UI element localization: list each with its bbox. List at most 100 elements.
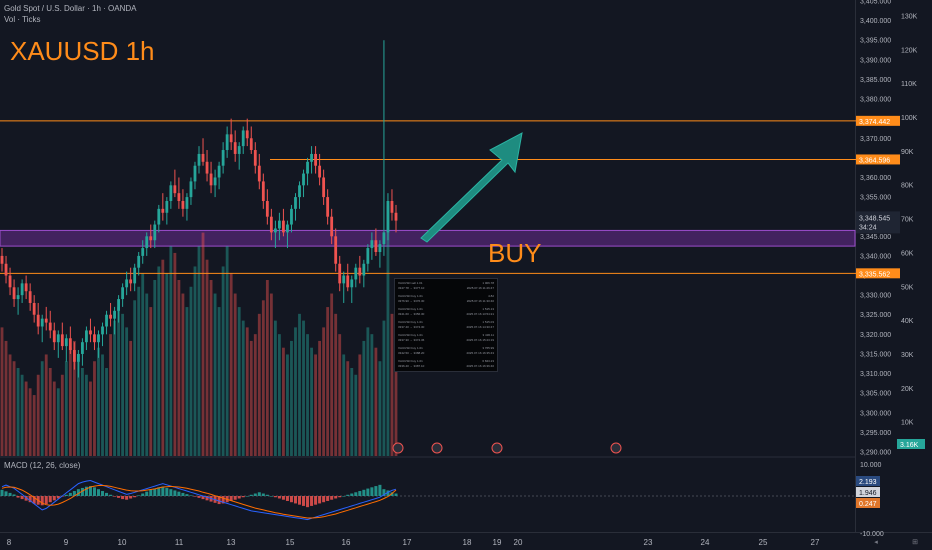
trade-time: 2025.07.16 14:30:47 bbox=[466, 325, 494, 329]
candle-body bbox=[286, 224, 289, 233]
time-axis-tick: 11 bbox=[175, 538, 184, 547]
macd-histogram-bar bbox=[229, 496, 233, 501]
signal-value-label: 1.946 bbox=[859, 490, 877, 497]
volume-bar bbox=[213, 293, 217, 456]
macd-histogram-bar bbox=[189, 495, 193, 496]
trade-row: XAUUSD buy 1.01 4.82 3376.90 → 3376.30 2025… bbox=[398, 294, 494, 305]
macd-histogram-bar bbox=[88, 486, 92, 496]
macd-histogram-bar bbox=[318, 496, 322, 504]
trade-text: XAUUSD buy 1.01 bbox=[398, 359, 423, 363]
candle-body bbox=[265, 201, 269, 217]
volume-bar bbox=[24, 381, 28, 456]
volume-bar bbox=[354, 374, 358, 456]
volume-bar bbox=[245, 327, 249, 456]
macd-histogram-bar bbox=[8, 492, 12, 496]
volume-bar bbox=[201, 232, 205, 456]
candle-body bbox=[326, 197, 330, 217]
volume-bar bbox=[229, 273, 233, 456]
volume-bar bbox=[346, 361, 350, 456]
macd-histogram-bar bbox=[121, 496, 125, 500]
volume-bar bbox=[125, 327, 129, 456]
price-axis-tick: 3,380.000 bbox=[860, 97, 891, 104]
volume-indicator-label[interactable]: Vol · Ticks bbox=[4, 15, 41, 24]
volume-bar bbox=[145, 293, 149, 456]
volume-bar bbox=[165, 273, 169, 456]
macd-histogram-bar bbox=[169, 489, 173, 496]
time-axis-tick: 16 bbox=[342, 538, 351, 547]
macd-histogram-bar bbox=[293, 496, 297, 504]
volume-bar bbox=[169, 246, 173, 456]
trade-text: 3341.60 → 3356.30 bbox=[398, 312, 425, 316]
candle-body bbox=[197, 153, 201, 166]
candle-body bbox=[121, 287, 125, 300]
trade-row: XAUUSD buy 1.01 1 515.13 3341.60 → 3356.30… bbox=[398, 307, 494, 318]
volume-bar bbox=[81, 368, 84, 456]
candle-body bbox=[177, 193, 181, 202]
reset-scale-icon[interactable]: ⊞ bbox=[912, 539, 918, 546]
macd-histogram-bar bbox=[80, 487, 84, 496]
candle-body bbox=[350, 279, 354, 288]
candle-body bbox=[32, 302, 36, 315]
candle-body bbox=[386, 201, 390, 233]
volume-bar bbox=[157, 266, 161, 456]
macd-histogram-bar bbox=[201, 496, 205, 500]
current-volume-badge bbox=[897, 439, 925, 449]
macd-histogram-bar bbox=[289, 496, 293, 503]
macd-histogram-bar bbox=[56, 496, 60, 499]
time-axis-tick: 27 bbox=[811, 538, 820, 547]
macd-axis-tick: -10.000 bbox=[860, 531, 884, 538]
candle-body bbox=[249, 138, 253, 151]
trade-profit: 1 006.78 bbox=[482, 281, 494, 285]
macd-histogram-bar bbox=[157, 487, 161, 496]
candle-body bbox=[68, 338, 72, 351]
candle-body bbox=[20, 283, 24, 296]
macd-indicator-label[interactable]: MACD (12, 26, close) bbox=[4, 461, 81, 470]
price-axis-tick: 3,305.000 bbox=[860, 391, 891, 398]
macd-histogram-bar bbox=[113, 496, 117, 497]
volume-bar bbox=[149, 307, 153, 456]
volume-bar bbox=[350, 368, 354, 456]
macd-histogram-bar bbox=[322, 496, 326, 503]
trade-text: XAUUSD buy 1.01 bbox=[398, 346, 423, 350]
volume-bar bbox=[366, 327, 370, 456]
candle-body bbox=[213, 177, 217, 186]
candle-body bbox=[24, 283, 28, 292]
volume-bar bbox=[0, 327, 4, 456]
macd-histogram-bar bbox=[101, 491, 105, 496]
macd-histogram-bar bbox=[165, 487, 169, 496]
macd-histogram-bar bbox=[338, 496, 342, 498]
symbol-header[interactable]: Gold Spot / U.S. Dollar · 1h · OANDA bbox=[4, 4, 137, 13]
macd-histogram-bar bbox=[24, 496, 28, 501]
candle-body bbox=[137, 255, 141, 268]
candle-body bbox=[366, 248, 370, 264]
price-axis-tick: 3,315.000 bbox=[860, 351, 891, 358]
volume-bar bbox=[97, 347, 100, 456]
volume-bar bbox=[249, 340, 253, 456]
candle-body bbox=[233, 142, 237, 154]
candle-body bbox=[358, 267, 362, 276]
macd-histogram-bar bbox=[96, 489, 101, 496]
time-axis-tick: 9 bbox=[64, 538, 69, 547]
scroll-left-icon[interactable]: ◂ bbox=[874, 539, 878, 546]
price-level-label: 3,374.442 bbox=[859, 119, 890, 126]
macd-histogram-bar bbox=[105, 492, 109, 496]
price-axis-tick: 3,300.000 bbox=[860, 410, 891, 417]
candle-body bbox=[169, 185, 173, 202]
candle-body bbox=[193, 165, 197, 182]
candle-body bbox=[245, 130, 249, 139]
volume-bar bbox=[326, 307, 330, 456]
volume-bar bbox=[52, 381, 56, 456]
macd-histogram-bar bbox=[145, 491, 149, 496]
volume-bar bbox=[105, 368, 108, 456]
event-marker-icon bbox=[491, 442, 503, 454]
volume-bar bbox=[286, 354, 289, 456]
candle-body bbox=[109, 314, 112, 319]
volume-bar bbox=[390, 313, 394, 456]
macd-histogram-bar bbox=[334, 496, 338, 499]
event-marker-icon bbox=[610, 442, 622, 454]
macd-histogram-bar bbox=[245, 496, 249, 497]
candle-body bbox=[40, 318, 44, 327]
time-axis-tick: 20 bbox=[514, 538, 523, 547]
macd-histogram-bar bbox=[326, 496, 330, 501]
